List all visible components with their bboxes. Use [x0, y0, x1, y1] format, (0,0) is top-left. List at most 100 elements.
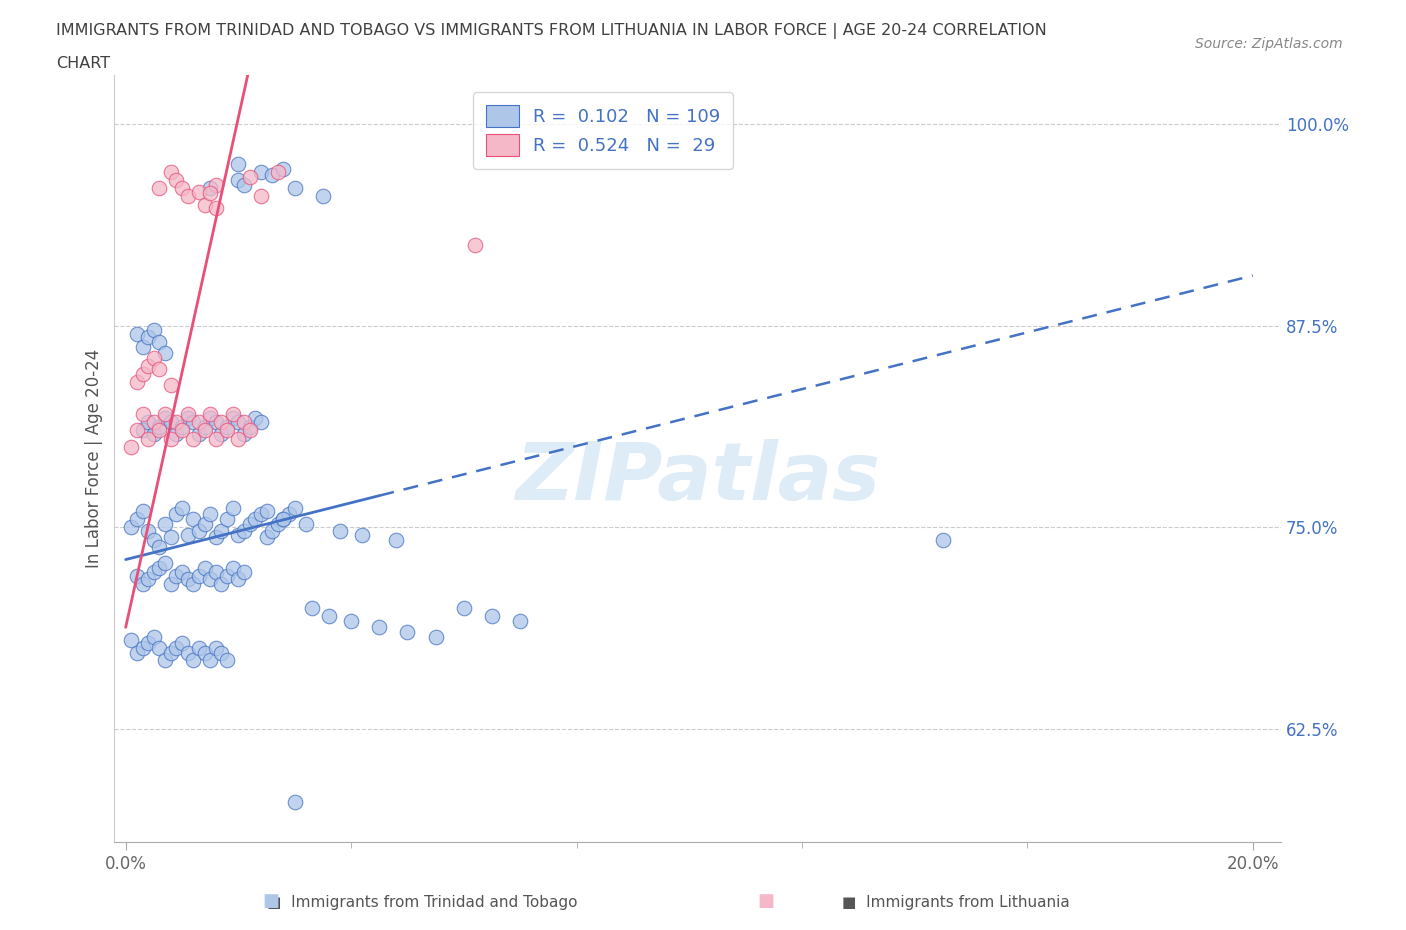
Point — [181, 652, 204, 667]
Point — [136, 415, 159, 430]
Point — [205, 565, 228, 580]
Point — [159, 378, 181, 392]
Point — [142, 351, 165, 365]
Point — [200, 407, 222, 422]
Point — [142, 565, 165, 580]
Point — [194, 197, 217, 212]
Point — [464, 237, 486, 252]
Point — [159, 415, 181, 430]
Point — [233, 426, 256, 441]
Point — [284, 181, 307, 196]
Point — [148, 539, 170, 554]
Point — [262, 168, 284, 183]
Point — [284, 500, 307, 515]
Point — [176, 189, 198, 204]
Point — [187, 523, 209, 538]
Point — [205, 178, 228, 193]
Point — [267, 165, 290, 179]
Point — [194, 419, 217, 434]
Point — [181, 415, 204, 430]
Point — [211, 415, 233, 430]
Legend: R =  0.102   N = 109, R =  0.524   N =  29: R = 0.102 N = 109, R = 0.524 N = 29 — [474, 92, 733, 168]
Point — [170, 636, 193, 651]
Point — [159, 577, 181, 591]
Point — [205, 641, 228, 656]
Point — [136, 329, 159, 344]
Point — [228, 157, 250, 172]
Point — [222, 500, 245, 515]
Point — [200, 507, 222, 522]
Point — [273, 512, 295, 526]
Point — [278, 507, 301, 522]
Point — [159, 645, 181, 660]
Point — [170, 423, 193, 438]
Point — [136, 571, 159, 586]
Text: ■: ■ — [263, 892, 280, 910]
Point — [340, 614, 363, 629]
Point — [187, 641, 209, 656]
Point — [239, 423, 262, 438]
Point — [142, 415, 165, 430]
Text: ■  Immigrants from Lithuania: ■ Immigrants from Lithuania — [842, 895, 1070, 910]
Point — [165, 426, 187, 441]
Point — [239, 169, 262, 184]
Point — [233, 178, 256, 193]
Point — [165, 507, 187, 522]
Point — [205, 415, 228, 430]
Point — [228, 173, 250, 188]
Point — [125, 568, 148, 583]
Point — [187, 184, 209, 199]
Point — [165, 641, 187, 656]
Point — [368, 620, 391, 635]
Point — [228, 432, 250, 446]
Text: IMMIGRANTS FROM TRINIDAD AND TOBAGO VS IMMIGRANTS FROM LITHUANIA IN LABOR FORCE : IMMIGRANTS FROM TRINIDAD AND TOBAGO VS I… — [56, 23, 1047, 39]
Point — [153, 407, 176, 422]
Point — [176, 407, 198, 422]
Point — [131, 577, 153, 591]
Point — [148, 423, 170, 438]
Point — [120, 520, 142, 535]
Point — [131, 641, 153, 656]
Point — [136, 636, 159, 651]
Point — [165, 173, 187, 188]
Point — [262, 523, 284, 538]
Point — [239, 419, 262, 434]
Point — [187, 415, 209, 430]
Point — [153, 346, 176, 361]
Point — [273, 512, 295, 526]
Point — [170, 419, 193, 434]
Point — [181, 432, 204, 446]
Point — [136, 523, 159, 538]
Point — [176, 528, 198, 543]
Point — [205, 432, 228, 446]
Point — [194, 517, 217, 532]
Point — [425, 630, 447, 644]
Point — [256, 529, 278, 544]
Point — [222, 560, 245, 575]
Point — [245, 512, 267, 526]
Point — [153, 652, 176, 667]
Point — [194, 423, 217, 438]
Point — [148, 419, 170, 434]
Point — [170, 500, 193, 515]
Point — [181, 512, 204, 526]
Point — [181, 577, 204, 591]
Point — [131, 504, 153, 519]
Point — [222, 410, 245, 425]
Text: Source: ZipAtlas.com: Source: ZipAtlas.com — [1195, 37, 1343, 51]
Point — [142, 323, 165, 338]
Point — [165, 415, 187, 430]
Point — [200, 181, 222, 196]
Text: ■: ■ — [758, 892, 775, 910]
Point — [194, 645, 217, 660]
Point — [142, 426, 165, 441]
Point — [211, 426, 233, 441]
Point — [205, 529, 228, 544]
Point — [250, 415, 273, 430]
Point — [200, 571, 222, 586]
Point — [932, 533, 955, 548]
Point — [301, 601, 323, 616]
Point — [267, 517, 290, 532]
Point — [396, 625, 419, 640]
Point — [228, 571, 250, 586]
